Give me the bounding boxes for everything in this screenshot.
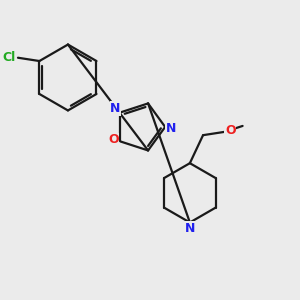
Text: N: N bbox=[185, 222, 195, 235]
Text: O: O bbox=[108, 133, 119, 146]
Text: Cl: Cl bbox=[2, 51, 15, 64]
Text: N: N bbox=[110, 102, 121, 115]
Text: O: O bbox=[225, 124, 236, 137]
Text: N: N bbox=[166, 122, 176, 135]
